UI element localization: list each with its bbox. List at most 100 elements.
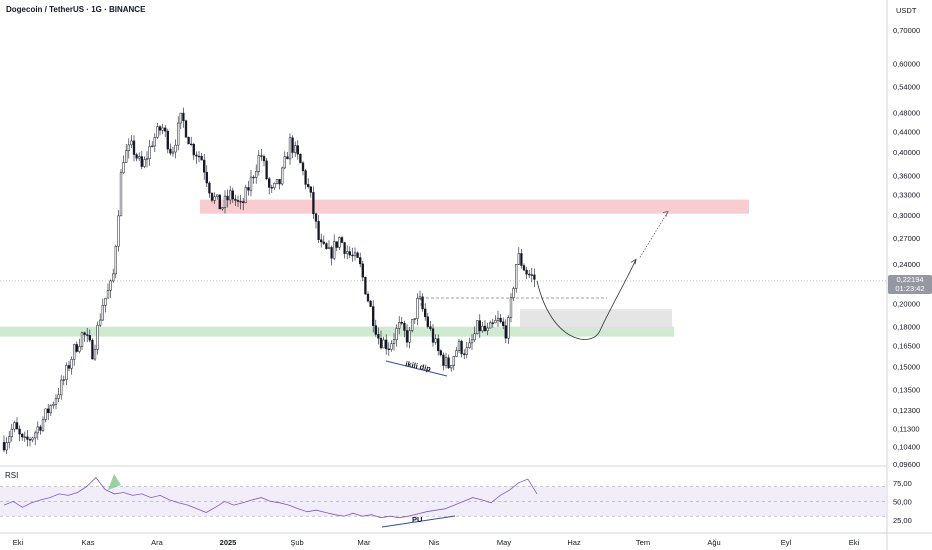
price-tick-label: 0,18000 xyxy=(893,323,920,332)
candle-body xyxy=(197,155,201,158)
candle-body xyxy=(429,326,432,329)
price-tick-label: 0,09600 xyxy=(893,460,920,469)
candle-body xyxy=(125,150,128,163)
candle-body xyxy=(164,127,167,132)
candle-body xyxy=(356,252,359,258)
candle-body xyxy=(343,242,346,254)
candle-body xyxy=(13,422,16,430)
candle-body xyxy=(426,316,429,327)
candle-body xyxy=(21,433,24,438)
candle-body xyxy=(114,245,117,275)
candle-body xyxy=(320,239,323,243)
candle-body xyxy=(463,353,466,355)
time-axis-label: May xyxy=(497,538,511,547)
candle-body xyxy=(57,394,60,399)
candle-body xyxy=(387,348,390,350)
candle-body xyxy=(520,253,523,266)
candle-body xyxy=(153,137,156,147)
rsi-overbought-fill xyxy=(108,474,121,490)
candle-body xyxy=(96,324,99,350)
price-tick-label: 0,54000 xyxy=(893,83,920,92)
candle-body xyxy=(8,436,11,443)
candle-body xyxy=(346,251,349,254)
support-zone xyxy=(0,326,674,337)
candle-body xyxy=(418,296,422,299)
candle-body xyxy=(65,365,68,380)
candle-body xyxy=(496,317,500,321)
candle-body xyxy=(216,194,219,197)
candle-body xyxy=(169,148,172,154)
candle-body xyxy=(489,322,492,329)
candle-body xyxy=(192,143,195,156)
candle-body xyxy=(244,187,247,203)
price-tick-label: 0,11300 xyxy=(893,424,920,433)
candle-body xyxy=(486,327,489,331)
candle-body xyxy=(338,237,341,248)
candle-body xyxy=(299,153,302,164)
candle-body xyxy=(353,252,357,257)
price-tick-label: 0,27000 xyxy=(893,234,920,243)
candle-body xyxy=(223,195,227,208)
resistance-zone xyxy=(200,199,749,214)
candle-body xyxy=(494,320,497,324)
candle-body xyxy=(364,276,367,295)
price-tick-label: 0,12300 xyxy=(893,406,920,415)
candle-body xyxy=(252,176,255,179)
candle-body xyxy=(335,241,338,248)
candle-body xyxy=(23,436,26,438)
candle-body xyxy=(460,340,463,355)
candle-body xyxy=(210,192,214,201)
candle-body xyxy=(231,190,234,200)
candle-body xyxy=(158,126,162,131)
candle-body xyxy=(374,325,377,335)
candle-body xyxy=(143,159,146,167)
projection-arrowhead xyxy=(630,258,637,265)
candle-body xyxy=(512,288,515,298)
candle-body xyxy=(239,201,242,203)
candle-body xyxy=(400,322,403,324)
candle-body xyxy=(28,439,32,441)
candle-body xyxy=(528,273,531,276)
candle-body xyxy=(249,176,253,191)
candle-body xyxy=(213,196,216,201)
candle-body xyxy=(171,151,175,154)
price-axis-unit: USDT xyxy=(896,6,917,15)
time-axis-label: Eki xyxy=(849,538,860,547)
candle-body xyxy=(151,145,154,148)
candle-body xyxy=(509,297,513,318)
candle-body xyxy=(135,154,138,159)
candle-body xyxy=(398,322,401,329)
candle-body xyxy=(408,330,411,343)
price-tick-label: 0,70000 xyxy=(893,26,920,35)
candle-body xyxy=(34,432,37,439)
candle-body xyxy=(78,346,81,352)
candle-body xyxy=(530,274,533,276)
candle-body xyxy=(366,293,370,302)
candle-body xyxy=(236,200,240,202)
time-axis-label: Nis xyxy=(429,538,440,547)
candle-body xyxy=(270,187,273,189)
rsi-divergence-label: PU xyxy=(412,515,422,524)
candle-body xyxy=(101,305,104,321)
candle-body xyxy=(226,195,229,201)
candle-body xyxy=(314,213,318,222)
double-bottom-label: ikili dip xyxy=(405,359,433,373)
candle-body xyxy=(478,320,481,332)
candle-body xyxy=(481,325,484,332)
candle-body xyxy=(286,156,289,160)
last-price-tag: 0,22194 01:23:42 xyxy=(888,275,932,294)
candle-body xyxy=(257,155,260,172)
candle-body xyxy=(62,379,65,381)
candle-body xyxy=(476,320,479,334)
price-tick-label: 0,60000 xyxy=(893,60,920,69)
candle-body xyxy=(130,140,133,146)
candle-body xyxy=(392,339,396,344)
candle-body xyxy=(83,332,86,335)
time-axis-label: Ara xyxy=(151,538,164,547)
candle-body xyxy=(73,344,76,360)
price-tick-label: 0,16500 xyxy=(893,342,920,351)
candle-body xyxy=(200,156,203,161)
candle-body xyxy=(416,298,419,319)
candle-body xyxy=(468,342,471,349)
